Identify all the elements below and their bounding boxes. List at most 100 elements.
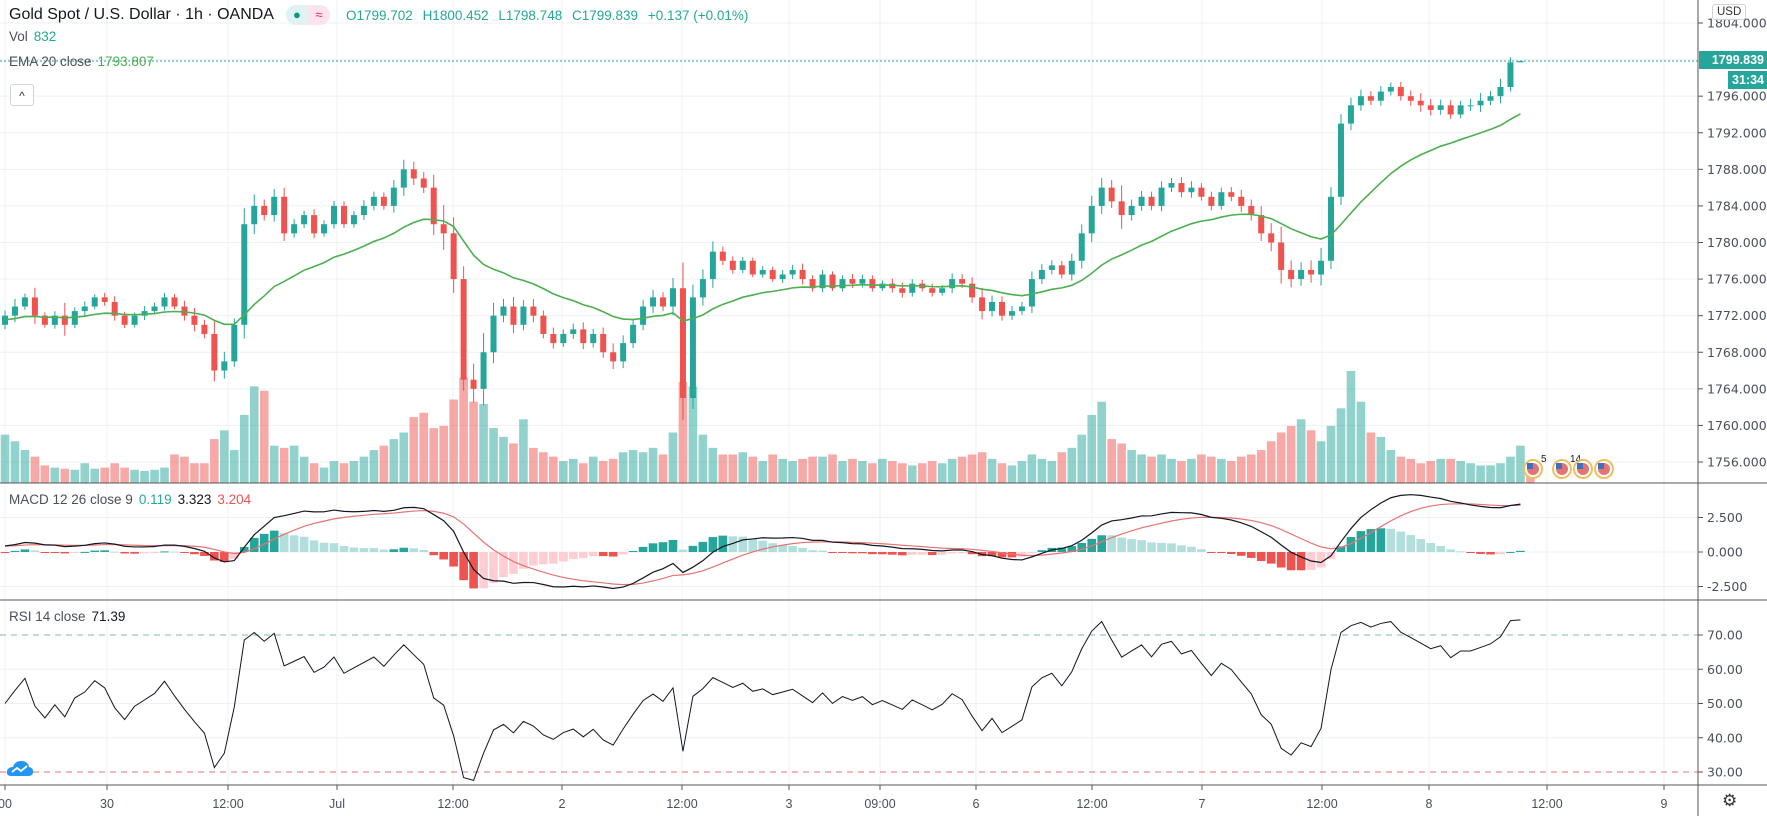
macd-histogram-bar [748, 538, 758, 552]
candle-body [480, 352, 487, 389]
candle-body [580, 329, 587, 344]
volume-bar [628, 450, 638, 483]
time-tick-label: Jul [329, 797, 345, 811]
time-tick-label: 6 [973, 797, 980, 811]
candle-body [91, 297, 98, 307]
macd-histogram-bar [100, 550, 109, 552]
candle-body [1447, 105, 1454, 115]
time-tick-label: 12:00 [1531, 797, 1562, 811]
macd-histogram-bar [588, 552, 598, 557]
volume-bar [509, 443, 518, 483]
macd-histogram-bar [479, 552, 488, 589]
candle-body [699, 279, 706, 298]
candle-body [1248, 205, 1255, 216]
tradingview-logo-icon[interactable] [6, 757, 34, 779]
volume-bar [1236, 456, 1246, 483]
macd-histogram-bar [907, 552, 917, 555]
volume-bar [1107, 439, 1116, 483]
volume-bar [1306, 430, 1316, 483]
economic-event-flag-icon[interactable] [1573, 459, 1593, 479]
macd-histogram-bar [568, 552, 578, 560]
volume-bar [439, 425, 448, 483]
volume-bar [1187, 458, 1196, 483]
price-tick-label: 1780.000 [1707, 235, 1767, 250]
macd-histogram-bar [499, 552, 508, 578]
volume-bar [1366, 432, 1376, 483]
macd-histogram-bar [80, 551, 90, 553]
macd-histogram-bar [718, 535, 728, 552]
ema-legend[interactable]: EMA 20 close 1793.807 [9, 54, 154, 69]
rsi-label: RSI 14 close [9, 609, 86, 624]
volume-bar [668, 432, 678, 483]
macd-histogram-bar [439, 552, 448, 560]
volume-bar [738, 452, 748, 483]
macd-histogram-bar [539, 552, 548, 565]
candle-body [2, 315, 8, 325]
candle-body [400, 169, 407, 188]
macd-histogram-bar [60, 552, 70, 554]
volume-bar [808, 456, 817, 483]
macd-histogram-bar [20, 549, 30, 552]
volume-bar [1396, 456, 1406, 483]
market-status[interactable]: ● ≈ [285, 5, 330, 25]
economic-events: 5 14 [1523, 454, 1614, 479]
candles [0, 57, 1698, 420]
candle-body [909, 283, 916, 293]
macd-histogram-bar [1436, 545, 1445, 552]
volume-bar [598, 461, 608, 483]
candle-body [789, 269, 796, 275]
candle-body [759, 269, 766, 275]
collapse-legend-button[interactable]: ^ [10, 84, 34, 106]
volume-bar [40, 465, 50, 483]
volume-bar [1406, 458, 1416, 483]
macd-histogram-bar [70, 552, 80, 553]
candle-body [1168, 183, 1175, 188]
candle-body [939, 288, 946, 293]
candle-body [1098, 187, 1105, 206]
volume-bar [838, 461, 847, 483]
volume-bar [618, 452, 628, 483]
volume-bar [1506, 456, 1515, 483]
price-tick-label: 1760.000 [1707, 418, 1767, 433]
volume-bar [329, 461, 339, 483]
currency-button[interactable]: USD [1712, 4, 1747, 20]
candle-body [1507, 62, 1514, 88]
volume-bar [259, 390, 269, 483]
volume-bar [868, 463, 877, 483]
volume-bar [60, 468, 70, 483]
macd-histogram-bar [429, 552, 439, 556]
settings-gear-icon[interactable]: ⚙ [1722, 791, 1738, 810]
volume-bar [230, 450, 239, 483]
volume-bar [1246, 454, 1256, 483]
macd-histogram-bar [1217, 552, 1226, 553]
bar-countdown-label: 31:34 [1728, 71, 1767, 89]
volume-bar [1286, 425, 1296, 483]
volume-legend[interactable]: Vol 832 [9, 29, 56, 44]
macd-legend[interactable]: MACD 12 26 close 9 0.119 3.323 3.204 [9, 492, 251, 507]
economic-event-flag-icon[interactable] [1523, 459, 1543, 479]
time-tick-label: 8 [1426, 797, 1433, 811]
volume-bar [788, 461, 797, 483]
volume-bar [1047, 461, 1057, 483]
candle-body [949, 279, 956, 289]
candle-body [959, 279, 966, 284]
symbol-title[interactable]: Gold Spot / U.S. Dollar · 1h · OANDA [9, 6, 274, 23]
rsi-legend[interactable]: RSI 14 close 71.39 [9, 609, 125, 624]
economic-event-flag-icon[interactable] [1552, 459, 1572, 479]
candle-body [141, 311, 148, 316]
macd-histogram-bar [1496, 552, 1505, 555]
macd-histogram-bar [688, 545, 698, 552]
volume-bar [568, 458, 578, 483]
candle-body [1308, 269, 1315, 275]
candle-body [510, 306, 517, 325]
candle-body [1048, 265, 1055, 270]
volume-bar [1007, 465, 1017, 483]
macd-histogram-bar [1446, 549, 1455, 552]
candle-body [689, 297, 696, 398]
price-tick-label: 1796.000 [1707, 89, 1767, 104]
volume-bar [1097, 401, 1106, 483]
macd-histogram-bar [778, 544, 787, 552]
economic-event-flag-icon[interactable] [1594, 459, 1614, 479]
candle-body [1108, 187, 1115, 202]
